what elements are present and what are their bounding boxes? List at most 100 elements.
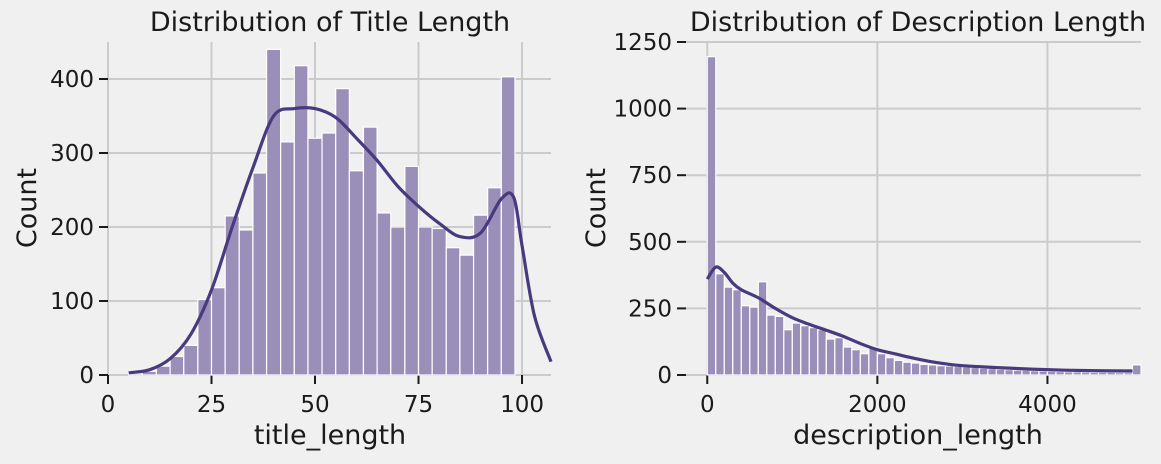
histogram-bar — [842, 346, 853, 376]
x-tick-label: 75 — [404, 392, 433, 418]
x-axis-label: title_length — [254, 420, 406, 451]
histogram-bar — [961, 366, 972, 376]
chart-title: Distribution of Description Length — [690, 7, 1146, 38]
histogram-bar — [500, 76, 516, 376]
histogram-bar — [876, 353, 887, 376]
histogram-bar — [348, 170, 365, 376]
histogram-bar — [1123, 372, 1134, 376]
histogram-bar — [321, 132, 337, 376]
x-tick-label: 0 — [101, 392, 116, 418]
histogram-bar — [995, 368, 1006, 376]
histogram-bar — [723, 286, 734, 376]
histogram-bar — [893, 359, 904, 376]
histogram-bar — [1097, 371, 1108, 376]
kde-curve — [128, 105, 553, 375]
histogram-bar — [978, 367, 989, 376]
histogram-bar — [706, 56, 717, 376]
y-tick-label: 0 — [79, 363, 94, 389]
histogram-bar — [472, 214, 489, 376]
histogram-bar — [293, 65, 309, 376]
y-tick-label: 100 — [50, 289, 94, 315]
histogram-bar — [774, 315, 785, 376]
histogram-bars — [706, 56, 1142, 376]
histogram-bar — [868, 346, 878, 376]
histogram-bar — [169, 355, 185, 376]
y-axis-label: Count — [12, 168, 43, 248]
histogram-bars — [128, 48, 516, 376]
histogram-bar — [715, 273, 725, 376]
histogram-bar — [732, 289, 742, 376]
histogram-bar — [834, 337, 844, 376]
histogram-bar — [265, 48, 282, 376]
histogram-bar — [927, 364, 938, 376]
x-tick-label: 0 — [700, 392, 715, 418]
histogram-bar — [431, 227, 447, 376]
histogram-bar — [1106, 371, 1117, 376]
histogram-bar — [1072, 371, 1083, 376]
x-tick-label: 100 — [500, 392, 544, 418]
histogram-bar — [210, 287, 226, 376]
histogram-bar — [197, 298, 213, 376]
histogram-bar — [800, 325, 810, 376]
histogram-bar — [902, 361, 912, 376]
histogram-bar — [1029, 370, 1040, 376]
y-tick-label: 250 — [628, 296, 672, 322]
histogram-bar — [1038, 370, 1049, 376]
histogram-bar — [936, 365, 946, 376]
y-tick-label: 200 — [50, 215, 94, 241]
histogram-bar — [1055, 370, 1066, 376]
histogram-bar — [1089, 371, 1100, 376]
histogram-bar — [445, 247, 461, 376]
histogram-bar — [1021, 369, 1032, 376]
histogram-bar — [851, 349, 861, 376]
histogram-bar — [766, 314, 776, 376]
histogram-bar — [1063, 371, 1074, 376]
histogram-bar — [362, 126, 378, 376]
histogram-bar — [987, 368, 998, 376]
y-tick-label: 1000 — [613, 97, 672, 123]
y-axis-label: Count — [581, 168, 612, 248]
histogram-bar — [280, 141, 295, 376]
histogram-bar — [1131, 364, 1142, 376]
histogram-bar — [757, 281, 768, 376]
histogram-bar — [740, 305, 751, 376]
histogram-bar — [970, 366, 981, 376]
histogram-bar — [376, 212, 392, 376]
histogram-bar — [944, 365, 955, 376]
y-tick-label: 400 — [50, 67, 94, 93]
y-tick-label: 0 — [657, 363, 672, 389]
y-tick-label: 1250 — [613, 30, 672, 56]
histogram-bar — [417, 226, 433, 376]
histogram-bar — [817, 329, 827, 376]
description-length-histogram: Distribution of Description Length descr… — [581, 7, 1146, 451]
histogram-bar — [791, 322, 802, 376]
y-tick-label: 750 — [628, 163, 672, 189]
histogram-bar — [885, 357, 895, 376]
histogram-bar — [783, 329, 793, 376]
histogram-bar — [390, 226, 406, 376]
histogram-bar — [919, 363, 929, 376]
histogram-bar — [1114, 372, 1125, 376]
x-tick-label: 4000 — [1018, 392, 1077, 418]
histogram-bar — [825, 338, 836, 376]
y-tick-label: 300 — [50, 141, 94, 167]
histogram-bar — [183, 344, 199, 376]
histogram-bar — [953, 365, 964, 376]
x-tick-label: 50 — [300, 392, 329, 418]
histogram-bar — [459, 254, 475, 376]
histogram-bar — [1080, 371, 1091, 376]
x-tick-label: 25 — [197, 392, 226, 418]
x-axis-label: description_length — [793, 420, 1043, 451]
y-tick-label: 500 — [628, 230, 672, 256]
histogram-bar — [859, 353, 870, 376]
histogram-bar — [335, 88, 350, 376]
kde-curve — [705, 265, 1133, 373]
title-length-histogram: Distribution of Title Length title_lengt… — [12, 7, 553, 451]
chart-title: Distribution of Title Length — [150, 7, 510, 38]
histogram-bar — [910, 362, 921, 376]
histogram-bar — [749, 306, 759, 376]
histogram-bar — [238, 229, 254, 376]
histogram-bar — [1046, 370, 1057, 376]
